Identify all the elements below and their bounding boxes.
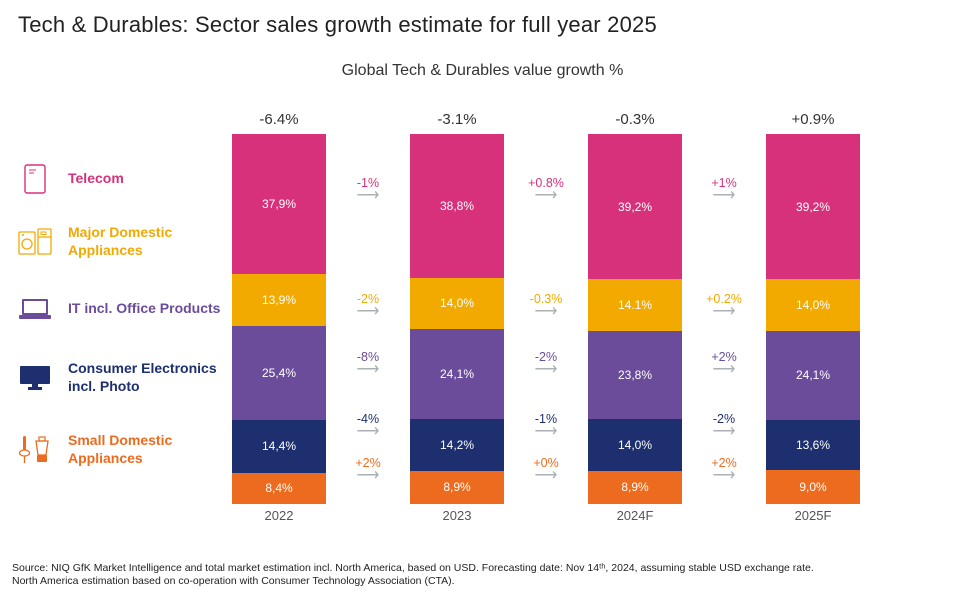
arrow-right-icon: ⟶ [326, 468, 410, 484]
segment-mda: 14,0% [410, 278, 504, 330]
phone-icon [18, 162, 52, 196]
year-label: 2022 [232, 508, 326, 523]
arrow-right-icon: ⟶ [326, 188, 410, 204]
arrow-right-icon: ⟶ [682, 468, 766, 484]
segment-telecom: 39,2% [588, 134, 682, 279]
segment-mda: 14,0% [766, 279, 860, 331]
laptop-icon [18, 292, 52, 326]
arrow-right-icon: ⟶ [326, 424, 410, 440]
delta-arrow-mda: -2%⟶ [326, 292, 410, 320]
legend-item-telecom: Telecom [18, 162, 124, 196]
legend-label: Telecom [68, 170, 124, 188]
monitor-icon [18, 361, 52, 395]
segment-sda: 8,9% [588, 471, 682, 504]
legend-label: Consumer Electronics incl. Photo [68, 360, 226, 395]
year-label: 2023 [410, 508, 504, 523]
source-line-2: North America estimation based on co-ope… [12, 575, 455, 587]
bar-column-2022: -6.4%37,9%13,9%25,4%14,4%8,4%2022 [232, 134, 326, 504]
year-growth-label: -0.3% [588, 111, 682, 128]
segment-sda: 9,0% [766, 470, 860, 503]
delta-arrow-ce: -2%⟶ [682, 412, 766, 440]
legend-item-mda: Major Domestic Appliances [18, 224, 226, 259]
legend-item-sda: Small Domestic Appliances [18, 432, 226, 467]
legend-label: IT incl. Office Products [68, 300, 220, 318]
chart-subtitle: Global Tech & Durables value growth % [0, 62, 965, 80]
arrow-right-icon: ⟶ [682, 188, 766, 204]
delta-arrow-sda: +2%⟶ [326, 456, 410, 484]
bar-column-2024F: -0.3%39,2%14.1%23,8%14,0%8,9%2024F [588, 134, 682, 504]
year-label: 2025F [766, 508, 860, 523]
delta-arrow-it: -2%⟶ [504, 350, 588, 378]
bar-column-2023: -3.1%38,8%14,0%24,1%14,2%8,9%2023 [410, 134, 504, 504]
segment-it: 23,8% [588, 331, 682, 419]
arrow-right-icon: ⟶ [682, 424, 766, 440]
segment-ce: 14,0% [588, 419, 682, 471]
delta-arrow-ce: -4%⟶ [326, 412, 410, 440]
year-label: 2024F [588, 508, 682, 523]
legend-label: Major Domestic Appliances [68, 224, 226, 259]
arrow-right-icon: ⟶ [504, 468, 588, 484]
blender-icon [18, 433, 52, 467]
year-growth-label: -3.1% [410, 111, 504, 128]
arrow-right-icon: ⟶ [682, 362, 766, 378]
bar-column-2025F: +0.9%39,2%14,0%24,1%13,6%9,0%2025F [766, 134, 860, 504]
bars-container: -6.4%37,9%13,9%25,4%14,4%8,4%2022-3.1%38… [232, 114, 947, 504]
segment-telecom: 39,2% [766, 134, 860, 279]
delta-arrow-telecom: -1%⟶ [326, 176, 410, 204]
delta-arrow-ce: -1%⟶ [504, 412, 588, 440]
segment-it: 24,1% [410, 329, 504, 418]
segment-sda: 8,9% [410, 471, 504, 504]
delta-arrow-sda: +0%⟶ [504, 456, 588, 484]
segment-ce: 13,6% [766, 420, 860, 470]
segment-mda: 14.1% [588, 279, 682, 331]
segment-ce: 14,2% [410, 419, 504, 472]
segment-telecom: 37,9% [232, 134, 326, 274]
arrow-right-icon: ⟶ [504, 188, 588, 204]
chart-area: Telecom Major Domestic Appliances IT incl.… [18, 88, 947, 528]
delta-arrow-telecom: +0.8%⟶ [504, 176, 588, 204]
delta-arrow-mda: +0.2%⟶ [682, 292, 766, 320]
segment-it: 24,1% [766, 331, 860, 420]
delta-arrow-it: +2%⟶ [682, 350, 766, 378]
segment-telecom: 38,8% [410, 134, 504, 278]
legend-item-it: IT incl. Office Products [18, 292, 220, 326]
arrow-right-icon: ⟶ [682, 304, 766, 320]
source-line-1: Source: NIQ GfK Market Intelligence and … [12, 562, 814, 574]
arrow-right-icon: ⟶ [504, 424, 588, 440]
source-footnote: Source: NIQ GfK Market Intelligence and … [12, 562, 953, 589]
arrow-right-icon: ⟶ [326, 304, 410, 320]
arrow-right-icon: ⟶ [504, 304, 588, 320]
delta-arrow-mda: -0.3%⟶ [504, 292, 588, 320]
delta-arrow-sda: +2%⟶ [682, 456, 766, 484]
legend: Telecom Major Domestic Appliances IT incl.… [18, 88, 226, 528]
page-title: Tech & Durables: Sector sales growth est… [18, 12, 947, 38]
legend-label: Small Domestic Appliances [68, 432, 226, 467]
segment-it: 25,4% [232, 326, 326, 420]
year-growth-label: +0.9% [766, 111, 860, 128]
legend-item-ce: Consumer Electronics incl. Photo [18, 360, 226, 395]
arrow-right-icon: ⟶ [326, 362, 410, 378]
year-growth-label: -6.4% [232, 111, 326, 128]
segment-mda: 13,9% [232, 274, 326, 325]
washer-icon [18, 225, 52, 259]
arrow-right-icon: ⟶ [504, 362, 588, 378]
segment-sda: 8,4% [232, 473, 326, 504]
delta-arrow-it: -8%⟶ [326, 350, 410, 378]
segment-ce: 14,4% [232, 420, 326, 473]
delta-arrow-telecom: +1%⟶ [682, 176, 766, 204]
